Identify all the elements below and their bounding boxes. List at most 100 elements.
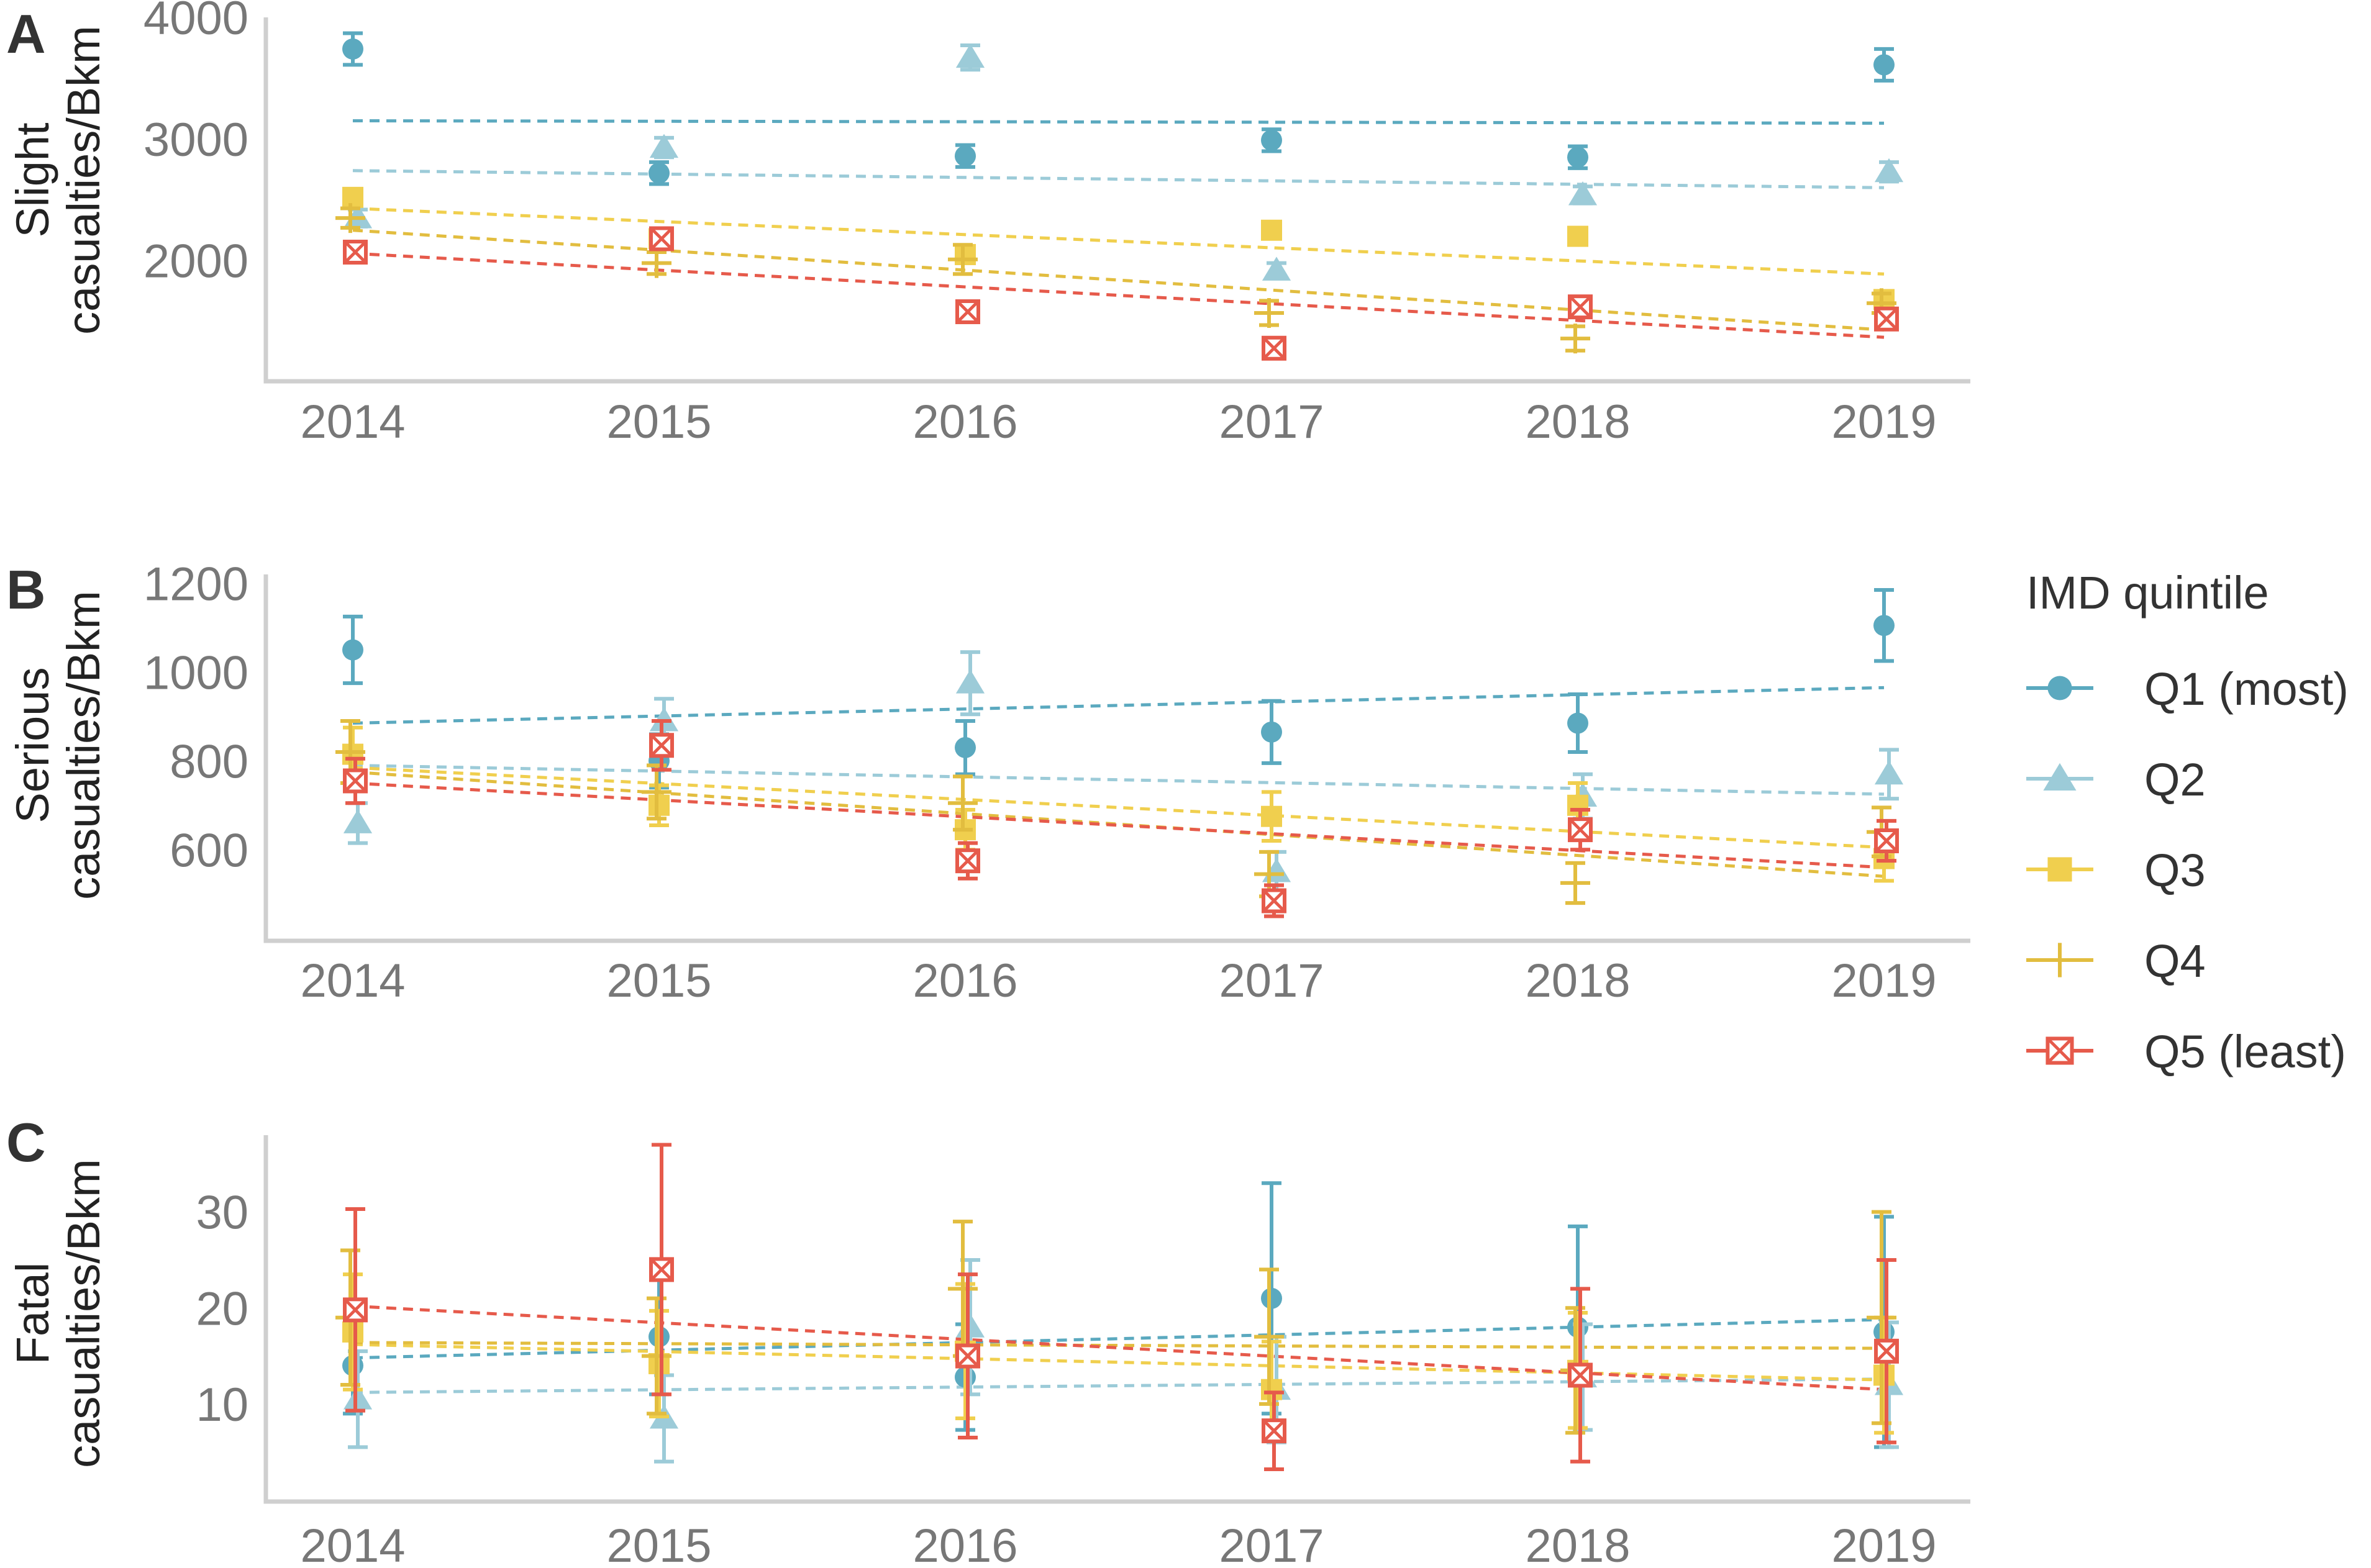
point-c-q4-2015 [642, 1341, 671, 1371]
plot-area-a [335, 31, 1904, 361]
series-b-q3 [342, 725, 1895, 883]
legend-title: IMD quintile [2026, 567, 2269, 619]
trend-line-a-q4 [352, 229, 1885, 332]
point-c-q5-2015 [649, 1257, 674, 1282]
series-c-q1 [342, 1181, 1895, 1449]
y-tick-label-b-2: 1000 [143, 646, 248, 699]
point-b-q1-2016 [955, 736, 976, 758]
point-b-q5-2018 [1568, 817, 1593, 843]
y-tick-label-b-3: 1200 [143, 558, 248, 610]
point-b-q3-2014 [342, 743, 363, 765]
point-c-q5-2019 [1874, 1338, 1899, 1364]
x-tick-label-a-5: 2019 [1831, 396, 1936, 448]
trend-line-b-q1 [352, 686, 1885, 725]
y-tick-label-c-1: 20 [196, 1282, 248, 1335]
point-b-q5-2015 [649, 733, 674, 758]
point-a-q5-2018 [1568, 294, 1593, 320]
x-tick-label-a-4: 2018 [1525, 396, 1630, 448]
x-tick-label-b-4: 2018 [1525, 954, 1630, 1007]
legend-marker-q5 [2046, 1036, 2074, 1065]
point-a-q1-2017 [1261, 129, 1282, 151]
point-a-q4-2018 [1560, 324, 1590, 354]
y-axis-label-b-line1: Serious [7, 668, 58, 823]
point-b-q1-2017 [1261, 721, 1282, 743]
trend-line-b-q4 [352, 770, 1885, 878]
point-a-q1-2015 [648, 162, 670, 184]
point-b-q3-2017 [1261, 805, 1282, 827]
trend-line-b-q5 [352, 781, 1885, 869]
point-a-q2-2019 [1874, 158, 1904, 183]
legend-label-q3: Q3 [2144, 845, 2206, 896]
legend-label-q5: Q5 (least) [2144, 1026, 2346, 1077]
x-tick-label-c-5: 2019 [1831, 1520, 1936, 1568]
y-axis-label-c-line2: casualties/Bkm [58, 1159, 109, 1468]
panel-label-b: B [6, 559, 46, 620]
y-axis-label-b-line2: casualties/Bkm [58, 591, 109, 900]
point-a-q3-2018 [1567, 225, 1588, 247]
point-b-q1-2018 [1567, 712, 1588, 734]
trend-line-b-q3 [352, 766, 1885, 850]
point-a-q5-2015 [649, 226, 674, 252]
x-tick-label-a-1: 2015 [606, 396, 711, 448]
point-b-q4-2014 [335, 737, 365, 767]
trend-line-a-q2 [352, 169, 1885, 189]
x-tick-label-a-2: 2016 [912, 396, 1017, 448]
point-a-q4-2017 [1254, 297, 1284, 328]
x-tick-label-b-2: 2016 [912, 954, 1017, 1007]
panel-a: A Slight casualties/Bkm 2000 3000 4000 2014… [6, 0, 1970, 448]
point-b-q2-2019 [1874, 760, 1904, 785]
point-a-q2-2016 [955, 43, 985, 68]
point-b-q2-2016 [955, 669, 985, 694]
legend-item-q4: Q4 [2026, 935, 2206, 987]
point-b-q1-2019 [1873, 615, 1895, 637]
point-c-q3-2019 [1873, 1364, 1895, 1386]
trend-line-c-q1 [352, 1318, 1885, 1360]
point-c-q5-2017 [1262, 1418, 1286, 1444]
y-axis-label-a-line1: Slight [7, 122, 58, 238]
legend-item-q3: Q3 [2026, 845, 2206, 896]
point-a-q5-2016 [955, 299, 980, 324]
point-a-q4-2014 [335, 203, 365, 233]
legend-label-q2: Q2 [2144, 754, 2206, 805]
trend-line-c-q2 [352, 1377, 1885, 1394]
series-b-q4 [335, 718, 1896, 905]
point-b-q1-2014 [342, 639, 363, 661]
x-tick-label-c-4: 2018 [1525, 1520, 1630, 1568]
point-b-q3-2018 [1567, 794, 1588, 816]
point-c-q3-2014 [342, 1321, 363, 1343]
point-a-q1-2018 [1567, 147, 1588, 168]
point-c-q5-2014 [343, 1297, 368, 1323]
legend-item-q1: Q1 (most) [2026, 663, 2349, 715]
y-tick-label-b-1: 800 [170, 735, 248, 788]
x-tick-label-b-3: 2017 [1219, 954, 1324, 1007]
point-a-q5-2014 [343, 240, 368, 265]
legend-label-q4: Q4 [2144, 935, 2206, 987]
point-a-q3-2017 [1261, 219, 1282, 241]
legend-label-q1: Q1 (most) [2144, 663, 2349, 715]
y-tick-label-b-0: 600 [170, 824, 248, 877]
legend-marker-q4 [2042, 943, 2077, 977]
panel-b: B Serious casualties/Bkm 600 800 1000 1200 2… [6, 558, 1970, 1007]
point-c-q1-2017 [1261, 1287, 1282, 1309]
point-b-q2-2017 [1262, 858, 1291, 882]
legend-marker-q1 [2047, 676, 2072, 700]
trend-line-a-q1 [352, 119, 1885, 125]
legend: IMD quintile Q1 (most) Q2 Q3 Q4 Q5 (least) [2026, 567, 2349, 1077]
trend-line-c-q3 [352, 1343, 1885, 1382]
point-b-q4-2018 [1560, 868, 1590, 898]
axis-frame-a [263, 17, 1970, 384]
point-c-q4-2016 [948, 1274, 978, 1304]
legend-item-q2: Q2 [2026, 754, 2206, 805]
legend-marker-q3 [2047, 857, 2072, 882]
y-tick-label-a-0: 2000 [143, 235, 248, 288]
y-tick-label-a-2: 4000 [143, 0, 248, 45]
series-c-q2 [343, 1258, 1904, 1464]
point-b-q4-2015 [642, 777, 671, 807]
point-c-q5-2016 [955, 1343, 980, 1369]
y-tick-label-a-1: 3000 [143, 114, 248, 166]
point-b-q5-2014 [343, 768, 368, 794]
trend-line-c-q4 [352, 1341, 1885, 1350]
point-a-q1-2016 [955, 145, 976, 167]
series-a-q1 [342, 31, 1895, 186]
